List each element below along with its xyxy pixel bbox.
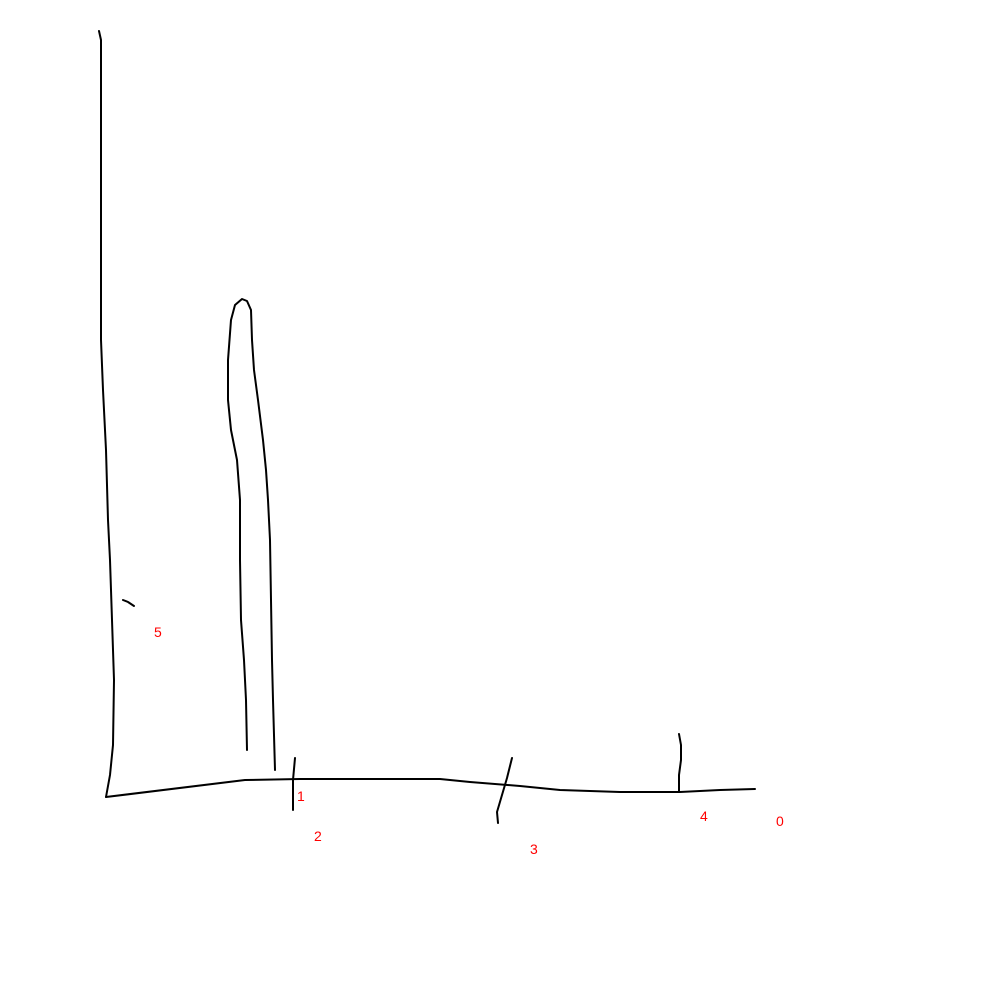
label-0: 0: [776, 813, 784, 829]
horizontal-axis-line: [105, 778, 756, 798]
tall-loop-shape: [227, 298, 276, 771]
tick-mark-3: [496, 757, 513, 824]
small-tick-stroke: [122, 599, 135, 607]
label-5: 5: [154, 624, 162, 640]
label-4: 4: [700, 808, 708, 824]
tick-mark-1: [292, 757, 296, 811]
tick-mark-4: [678, 733, 682, 793]
vertical-axis-line: [98, 30, 115, 798]
label-1: 1: [297, 788, 305, 804]
label-3: 3: [530, 841, 538, 857]
label-2: 2: [314, 828, 322, 844]
